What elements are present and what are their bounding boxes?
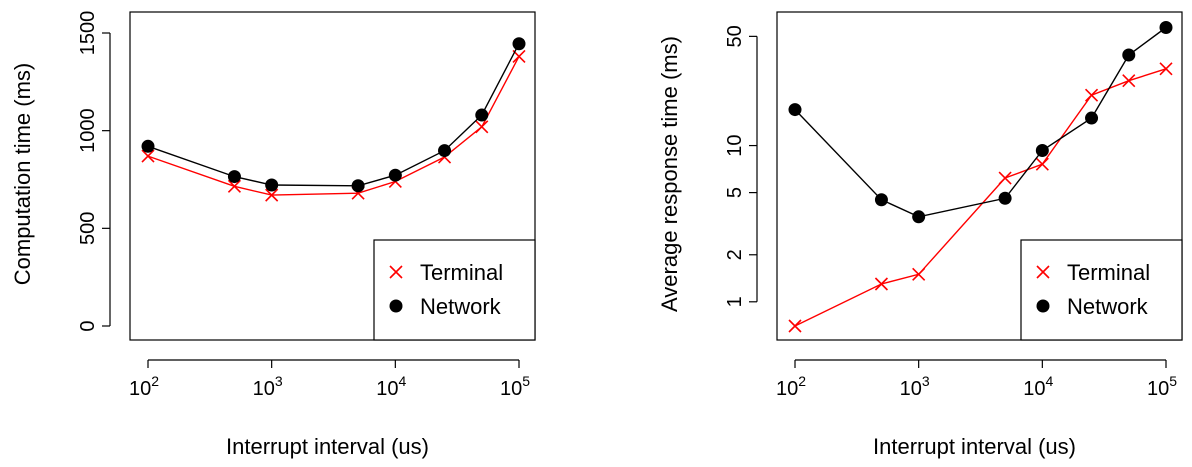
data-point	[351, 179, 365, 193]
series-network	[788, 20, 1173, 224]
data-point	[438, 144, 452, 158]
series-line	[794, 68, 1167, 327]
plot-frame	[776, 11, 1183, 341]
data-point	[227, 170, 241, 184]
y-tick-label: 1500	[77, 11, 99, 56]
x-tick-base: 10	[376, 378, 398, 400]
x-tick-label: 102	[776, 373, 806, 400]
x-tick-exponent: 2	[151, 373, 159, 389]
data-point	[141, 139, 155, 153]
data-point	[475, 120, 489, 134]
x-tick-exponent: 5	[1169, 373, 1177, 389]
x-tick-base: 10	[253, 378, 275, 400]
y-tick-label: 5	[724, 187, 746, 198]
data-point	[512, 37, 526, 51]
data-point	[1159, 62, 1173, 76]
series-line	[147, 56, 520, 196]
legend-label: Network	[1067, 294, 1149, 319]
data-point	[912, 267, 926, 281]
y-tick-label: 1	[724, 296, 746, 307]
series-line	[794, 26, 1167, 218]
legend: Terminal Network	[1020, 239, 1183, 341]
legend-box	[373, 239, 536, 341]
data-point	[1085, 111, 1099, 125]
data-point	[874, 277, 889, 291]
y-tick-label: 500	[77, 212, 99, 245]
data-point	[227, 179, 242, 193]
data-point	[388, 168, 402, 182]
series-line	[147, 43, 520, 187]
x-tick-base: 10	[776, 378, 798, 400]
data-point	[1159, 20, 1173, 34]
series-terminal	[788, 62, 1173, 333]
x-tick-base: 10	[129, 378, 151, 400]
series-terminal	[141, 49, 526, 202]
y-tick-label: 2	[724, 249, 746, 260]
x-tick-label: 105	[1147, 373, 1177, 400]
y-tick-label: 0	[77, 320, 99, 331]
x-tick-base: 10	[1023, 378, 1045, 400]
x-tick-label: 103	[900, 373, 930, 400]
y-axis-title: Computation time (ms)	[10, 63, 35, 286]
plot-frame	[129, 11, 536, 341]
data-point	[1122, 74, 1136, 88]
x-tick-label: 104	[1023, 373, 1053, 400]
x-tick-label: 103	[253, 373, 283, 400]
data-point	[265, 188, 279, 202]
series-network	[141, 37, 526, 193]
legend-cross-icon	[389, 265, 403, 279]
x-tick-base: 10	[1147, 378, 1169, 400]
y-axis-title: Average response time (ms)	[657, 36, 682, 312]
x-tick-base: 10	[500, 378, 522, 400]
legend-cross-icon	[1036, 265, 1050, 279]
legend-dot-icon	[1036, 299, 1050, 313]
y-tick-label: 10	[724, 134, 746, 156]
data-point	[1035, 157, 1049, 171]
data-point	[1084, 88, 1099, 102]
x-tick-exponent: 3	[922, 373, 930, 389]
x-tick-exponent: 2	[798, 373, 806, 389]
data-point	[1122, 48, 1136, 62]
data-point	[788, 319, 802, 333]
x-tick-label: 105	[500, 373, 530, 400]
x-tick-label: 102	[129, 373, 159, 400]
legend-label: Terminal	[420, 260, 503, 285]
x-axis-title: Interrupt interval (us)	[226, 434, 429, 459]
data-point	[874, 193, 888, 207]
data-point	[912, 210, 926, 224]
y-tick-label: 1000	[77, 108, 99, 153]
x-axis-title: Interrupt interval (us)	[873, 434, 1076, 459]
legend-label: Network	[420, 294, 502, 319]
y-tick-label: 50	[724, 25, 746, 47]
x-tick-exponent: 3	[275, 373, 283, 389]
data-point	[998, 191, 1012, 205]
data-point	[1035, 143, 1049, 157]
data-point	[141, 149, 155, 163]
data-point	[475, 108, 489, 122]
legend: Terminal Network	[373, 239, 536, 341]
x-tick-label: 104	[376, 373, 406, 400]
x-tick-exponent: 4	[399, 373, 407, 389]
legend-box	[1020, 239, 1183, 341]
data-point	[788, 103, 802, 117]
data-point	[265, 178, 279, 192]
x-tick-exponent: 5	[522, 373, 530, 389]
legend-dot-icon	[389, 299, 403, 313]
data-point	[998, 171, 1012, 185]
legend-label: Terminal	[1067, 260, 1150, 285]
x-tick-exponent: 4	[1046, 373, 1054, 389]
x-tick-base: 10	[900, 378, 922, 400]
